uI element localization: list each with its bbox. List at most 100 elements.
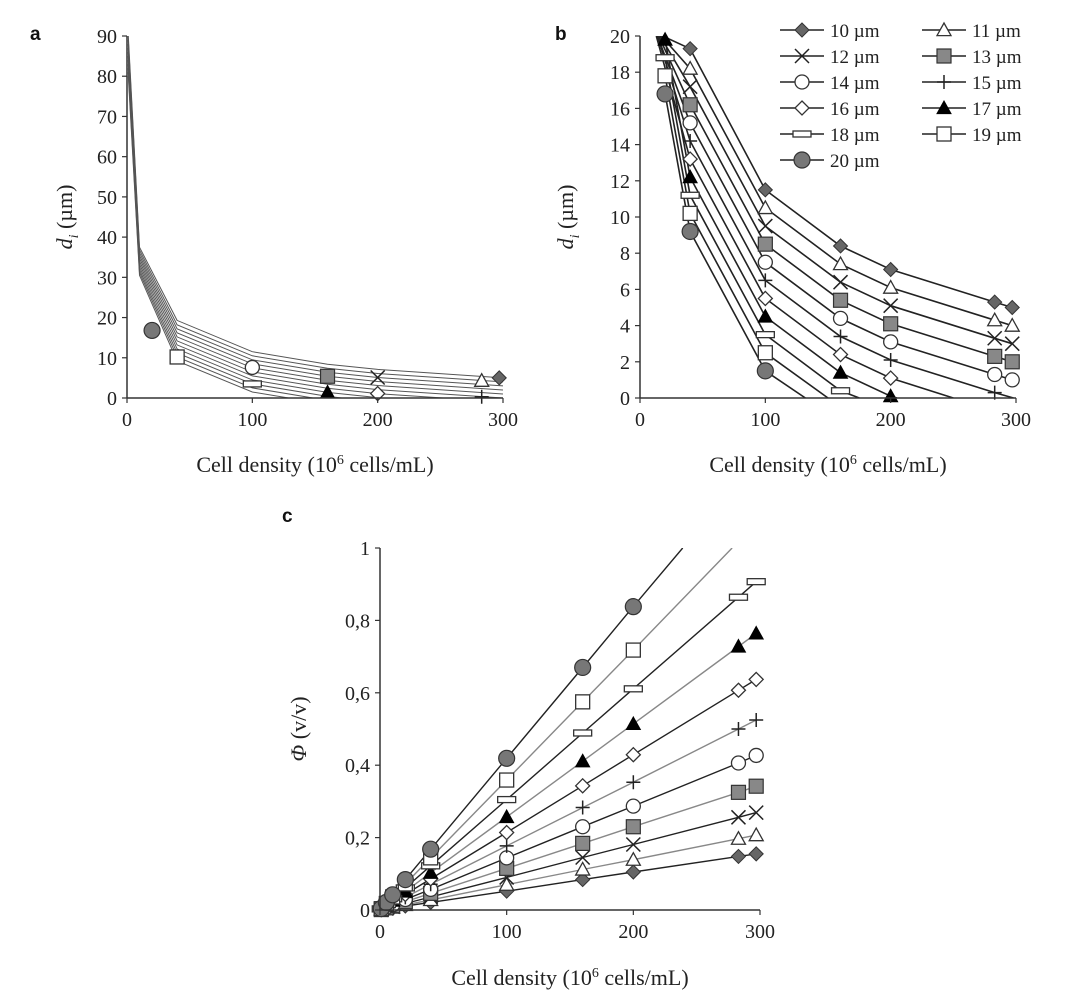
panel-c-point-18-um — [623, 685, 643, 693]
panel-a-y-tick-label: 10 — [97, 348, 117, 370]
panel-b-y-tick-label: 12 — [610, 171, 630, 193]
panel-a-y-tick-label: 60 — [97, 147, 117, 169]
panel-c-y-tick-label: 0,8 — [345, 610, 370, 632]
panel-a-x-axis-label: Cell density (106 cells/mL) — [196, 452, 433, 477]
panel-b-y-tick-label: 6 — [620, 279, 630, 301]
panel-a-curve-14-um — [127, 52, 503, 395]
panel-c-point-12-um — [575, 849, 591, 866]
legend-marker — [937, 75, 951, 89]
legend-item-10-um: 10 µm — [780, 21, 880, 42]
panel-b-line-20-um — [664, 93, 806, 398]
panel-b-point-12-um — [833, 274, 849, 290]
legend-item-11-um: 11 µm — [922, 21, 1021, 42]
panel-a: a 0 10 20 30 40 50 60 70 80 90 0 100 200 300 Cell de… — [30, 24, 518, 477]
panel-b-point-10-um — [986, 294, 1003, 310]
legend-item-20-um: 20 µm — [780, 151, 880, 172]
legend-marker — [936, 126, 952, 142]
panel-b: b 0 2 4 6 8 10 12 14 16 18 20 0 100 200 300 Cell dens… — [553, 21, 1031, 477]
legend-label: 11 µm — [972, 21, 1021, 42]
panel-c-x-tick-label: 200 — [618, 921, 648, 943]
panel-b-point-10-um — [757, 182, 774, 198]
panel-b-point-18-um — [755, 330, 775, 339]
legend-marker — [794, 74, 810, 90]
legend-label: 16 µm — [830, 99, 880, 120]
legend-marker — [792, 130, 812, 138]
panel-b-point-15-um — [883, 352, 898, 367]
panel-c-point-11-um — [748, 826, 765, 842]
legend-item-13-um: 13 µm — [922, 47, 1022, 68]
panel-c-point-16-um — [625, 746, 642, 763]
panel-c-point-18-um — [728, 593, 749, 601]
panel-c-point-17-um — [498, 808, 515, 824]
panel-b-point-14-um — [883, 334, 899, 350]
panel-a-curve-13-um — [127, 48, 503, 391]
legend-item-12-um: 12 µm — [780, 47, 880, 68]
panel-a-y-tick-label: 70 — [97, 106, 117, 128]
panel-b-point-16-um — [682, 151, 699, 167]
panel-b-point-19-um — [657, 68, 673, 84]
panel-b-y-ticks: 0 2 4 6 8 10 12 14 16 18 20 — [610, 26, 640, 410]
panel-a-y-tick-label: 90 — [97, 26, 117, 48]
panel-b-x-axis-label: Cell density (106 cells/mL) — [709, 452, 946, 477]
panel-b-point-13-um — [682, 97, 698, 113]
panel-c-point-17-um — [730, 638, 747, 653]
panel-b-y-axis-label: di (µm) — [553, 185, 583, 250]
panel-b-point-20-um — [756, 362, 774, 380]
panel-c-point-19-um — [625, 642, 641, 658]
panel-b-point-13-um — [1004, 354, 1020, 370]
panel-c-point-13-um — [730, 784, 747, 800]
legend-marker — [794, 48, 810, 64]
panel-c: c 0 0,2 0,4 0,6 0,8 1 0 100 200 300 Cell density… — [282, 506, 775, 990]
panel-b-y-tick-label: 16 — [610, 98, 630, 120]
panel-c-point-20-um — [384, 886, 402, 904]
panel-a-label: a — [30, 24, 41, 45]
panel-a-marker-18-um — [242, 380, 262, 388]
panel-c-point-15-um — [626, 775, 641, 790]
panel-a-marker-12-um — [370, 369, 386, 386]
panel-b-y-tick-label: 2 — [620, 352, 630, 374]
panel-b-point-15-um — [833, 329, 848, 344]
legend-label: 15 µm — [972, 73, 1022, 94]
panel-b-point-12-um — [987, 330, 1003, 346]
panel-c-x-ticks: 0 100 200 300 — [375, 910, 775, 943]
panel-b-point-11-um — [1004, 317, 1021, 332]
panel-b-line-16-um — [655, 36, 954, 398]
panel-b-point-12-um — [682, 79, 698, 95]
panel-c-point-15-um — [731, 722, 746, 736]
panel-c-point-15-um — [575, 800, 590, 815]
panel-b-x-ticks: 0 100 200 300 — [635, 398, 1031, 431]
panel-c-point-19-um — [499, 772, 515, 788]
panel-b-x-tick-label: 100 — [750, 409, 780, 431]
panel-c-point-14-um — [625, 798, 641, 814]
panel-c-point-16-um — [748, 671, 765, 688]
panel-b-point-15-um — [987, 385, 1002, 400]
panel-b-point-14-um — [682, 115, 698, 131]
panel-a-marker-19-um — [169, 349, 185, 365]
legend-item-19-um: 19 µm — [922, 125, 1022, 146]
panel-c-point-20-um — [574, 658, 592, 677]
panel-b-point-11-um — [757, 199, 774, 215]
panel-c-point-18-um — [497, 795, 517, 804]
panel-b-point-20-um — [681, 222, 699, 241]
panel-a-y-tick-label: 80 — [97, 66, 117, 88]
panel-b-y-tick-label: 8 — [620, 243, 630, 265]
legend-marker — [936, 99, 952, 115]
panel-b-point-18-um — [830, 387, 851, 395]
panel-c-point-16-um — [574, 777, 591, 794]
panel-c-point-11-um — [625, 851, 642, 866]
panel-b-point-14-um — [987, 366, 1003, 383]
legend-marker — [936, 48, 952, 64]
panel-a-marker-20-um — [143, 321, 161, 340]
panel-b-point-14-um — [1004, 372, 1020, 388]
panel-a-y-axis-label: di (µm) — [52, 185, 82, 250]
panel-b-y-tick-label: 14 — [610, 135, 630, 157]
panel-b-point-10-um — [1004, 299, 1020, 316]
panel-a-curve-20-um — [127, 76, 292, 398]
panel-b-point-12-um — [757, 218, 773, 234]
panel-c-point-14-um — [575, 819, 591, 835]
panel-a-curve-10-um — [127, 35, 503, 379]
panel-a-curve-12-um — [127, 43, 503, 387]
panel-c-y-ticks: 0 0,2 0,4 0,6 0,8 1 — [345, 538, 380, 922]
panel-c-y-axis-label: Φ (v/v) — [286, 696, 311, 761]
